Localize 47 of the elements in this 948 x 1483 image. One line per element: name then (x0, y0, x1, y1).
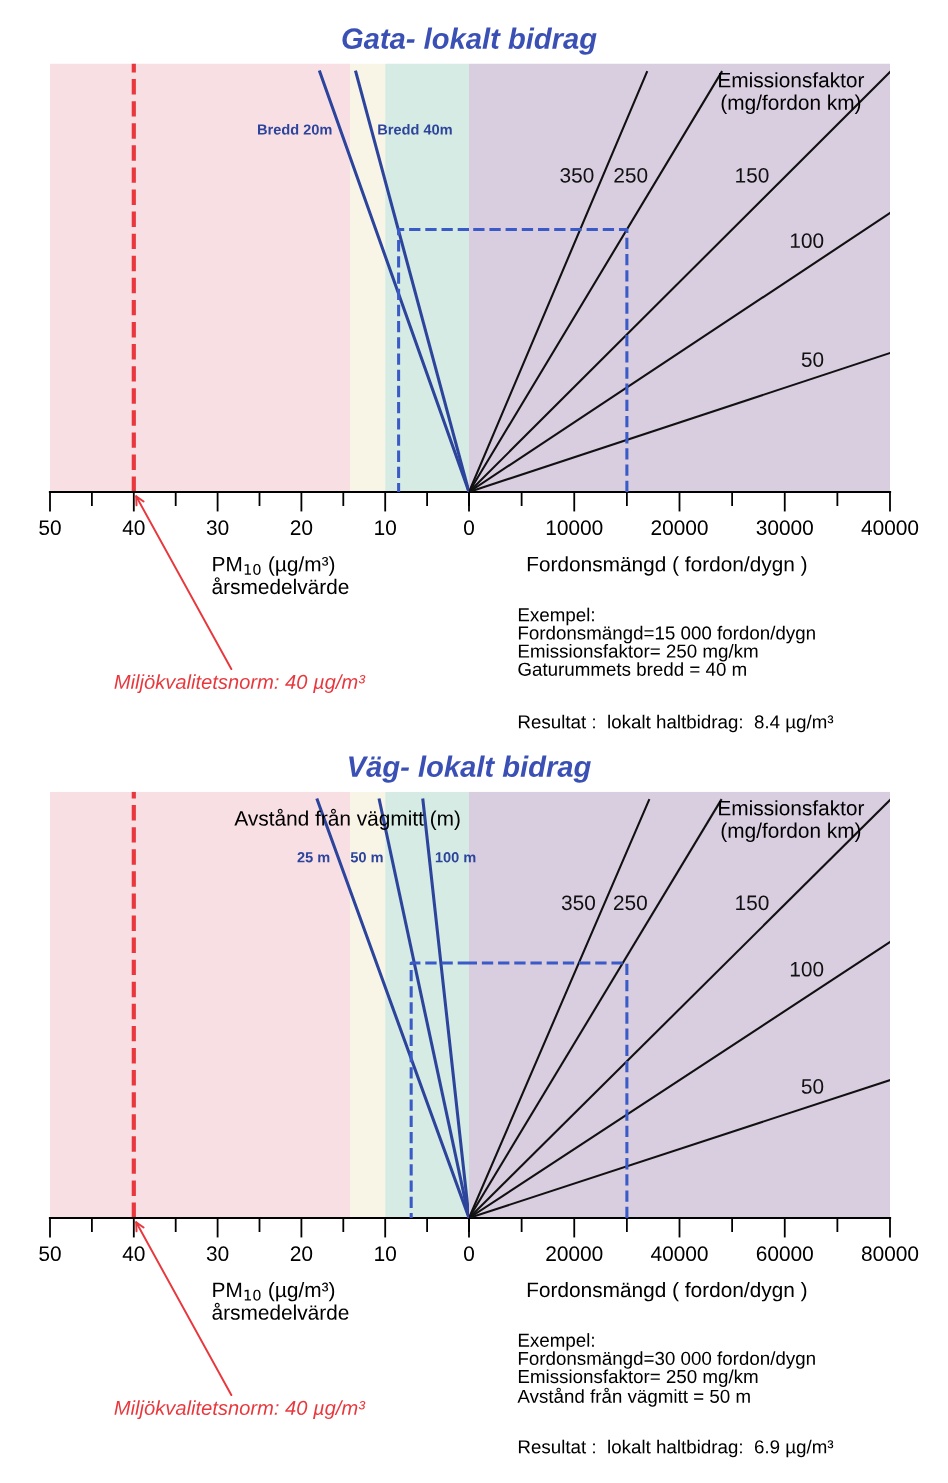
x-tick-label: 50 (39, 520, 61, 536)
series-label: 350 (560, 167, 594, 183)
x-tick-label: 0 (464, 1246, 474, 1262)
x-axis-title: PM$_{10}$ (µg/m³) årsmedelvärde (212, 556, 349, 595)
text: Exempel: Fordonsmängd=15 000 fordon/dygn Emissionsfaktor= 250 mg/km Gaturummets bredd = 40 m (518, 607, 815, 676)
x-tick-label: 0 (464, 520, 474, 536)
series-label: 50 (801, 1079, 824, 1094)
x-tick-label: 40000 (651, 1246, 708, 1262)
x-tick-label: 40 (122, 1246, 145, 1262)
text: Resultat : lokalt haltbidrag: 6.9 µg/m³ (518, 1439, 834, 1458)
series-label: Bredd 20m (257, 124, 332, 135)
x-tick-label: 60000 (756, 1246, 813, 1262)
series-label: 150 (736, 167, 769, 183)
annotation: Miljökvalitetsnorm: 40 µg/m³ (114, 674, 366, 694)
x-axis-title: PM$_{10}$ (µg/m³) årsmedelvärde (212, 1281, 349, 1320)
series-label: 100 m (435, 852, 476, 863)
x-tick-label: 10 (375, 1246, 396, 1262)
series-label: 50 (801, 352, 824, 367)
x-axis-title: Fordonsmängd ( fordon/dygn ) (527, 1281, 807, 1302)
x-tick-label: 20000 (546, 1246, 603, 1262)
x-tick-label: 30 (206, 520, 229, 536)
chart-title: Gata- lokalt bidrag (342, 27, 597, 55)
x-tick-label: 30000 (756, 520, 813, 536)
series-label: 50 m (350, 852, 383, 863)
x-tick-label: 80000 (861, 1246, 919, 1262)
x-tick-label: 30 (206, 1246, 229, 1262)
text: Resultat : lokalt haltbidrag: 8.4 µg/m³ (518, 714, 834, 733)
x-tick-label: 10000 (546, 520, 603, 536)
series-label: 100 (790, 961, 824, 977)
series-label: 25 m (297, 852, 330, 863)
text: Exempel: Fordonsmängd=30 000 fordon/dygn Emissionsfaktor= 250 mg/km Avstånd från vägmitt = 50 m (517, 1333, 815, 1407)
chart-title: Väg- lokalt bidrag (349, 755, 591, 783)
x-axis-title: Fordonsmängd ( fordon/dygn ) (527, 556, 807, 576)
series-label: 150 (736, 895, 769, 911)
x-tick-label: 40 (122, 520, 145, 536)
x-tick-label: 20000 (651, 520, 708, 536)
x-tick-label: 10 (375, 520, 396, 536)
x-tick-label: 20 (290, 520, 313, 536)
series-label: 350 (561, 895, 595, 911)
x-tick-label: 50 (39, 1246, 61, 1262)
x-tick-label: 20 (290, 1246, 313, 1262)
x-tick-label: 40000 (861, 520, 919, 536)
series-label: 250 (614, 167, 648, 183)
series-label: 100 (790, 233, 824, 249)
series-label: Bredd 40m (378, 124, 452, 135)
annotation: Miljökvalitetsnorm: 40 µg/m³ (114, 1400, 366, 1420)
series-label: 250 (614, 895, 647, 911)
